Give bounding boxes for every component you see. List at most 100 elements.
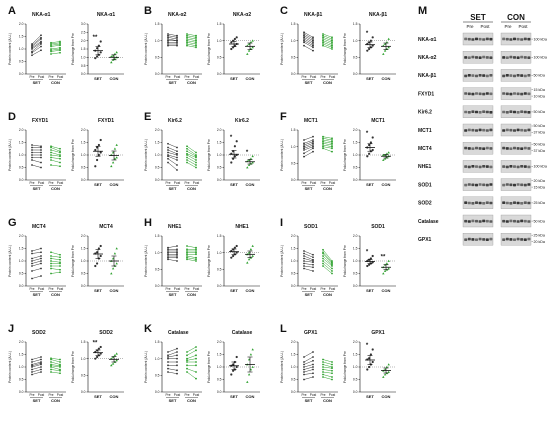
blot-kda-label: 100 kDa: [534, 37, 547, 41]
set-pre-point: [303, 378, 305, 381]
set-pre-point: [31, 43, 33, 45]
con-fold-point: [251, 365, 254, 368]
blot-band: [464, 201, 468, 204]
con-pair-line: [322, 258, 333, 267]
protein-y-tick-label: 1.5: [155, 22, 160, 26]
set-pair-line: [303, 40, 314, 46]
con-post-point: [59, 253, 61, 256]
fold-y-tick-label: 1.0: [353, 153, 358, 157]
con-pair-line: [50, 371, 61, 374]
set-pair-line: [31, 366, 42, 370]
con-post-point: [59, 261, 61, 264]
protein-y-tick-label: 1.5: [291, 22, 296, 26]
set-pair-line: [303, 253, 314, 258]
con-pre-point: [322, 248, 324, 251]
con-pre-point: [50, 260, 52, 262]
set-post-point: [312, 258, 314, 261]
con-pre-point: [322, 144, 324, 146]
set-fold-point: [96, 251, 99, 254]
set-fold-point: [368, 357, 371, 360]
set-pre-point: [167, 41, 169, 44]
set-category-label: SET: [366, 182, 374, 187]
set-pre-point: [167, 367, 169, 370]
blot-band: [502, 183, 506, 187]
con-post-point: [195, 43, 197, 45]
set-post-point: [40, 149, 42, 151]
set-fold-point: [96, 355, 99, 359]
blot-band: [527, 220, 531, 223]
set-pre-point: [167, 146, 169, 149]
set-fold-point: [371, 136, 374, 139]
blot-band: [513, 37, 516, 41]
fold-y-tick-label: 0.5: [217, 378, 222, 382]
set-pre-point: [31, 361, 33, 363]
protein-y-tick-label: 0.0: [155, 72, 160, 76]
con-pair-line: [186, 35, 197, 38]
set-pair-line: [31, 43, 42, 52]
protein-y-tick-label: 0.5: [291, 378, 296, 382]
fold-y-tick-label: 0.5: [353, 272, 358, 276]
con-pair-line: [322, 369, 333, 371]
fold-y-tick-label: 0.0: [81, 72, 86, 76]
con-pre-point: [50, 368, 52, 371]
set-post-point: [312, 139, 314, 141]
con-pair-line: [322, 371, 333, 374]
set-pre-point: [303, 39, 305, 42]
set-pair-line: [31, 275, 42, 279]
con-pair-line: [186, 355, 197, 359]
set-pair-line: [303, 369, 314, 373]
fold-plot-title: Kir6.2: [235, 118, 249, 124]
blot-row: Catalase 50 kDa: [418, 214, 545, 228]
blot-band: [523, 74, 527, 78]
con-pair-line: [322, 141, 333, 144]
blot-band: [478, 74, 482, 77]
set-pre-point: [167, 371, 169, 373]
con-pair-line: [322, 249, 333, 262]
set-post-point: [176, 41, 178, 44]
set-pair-line: [31, 50, 42, 56]
set-pre-point: [31, 373, 33, 376]
panel-letter: F: [280, 111, 287, 123]
con-post-point: [331, 140, 333, 143]
protein-y-tick-label: 2.0: [19, 340, 24, 344]
con-post-point: [195, 156, 197, 159]
con-post-point: [59, 361, 61, 363]
con-pre-point: [50, 164, 52, 166]
protein-y-tick-label: 1.0: [291, 259, 296, 263]
set-post-point: [176, 364, 178, 367]
set-fold-point: [232, 369, 235, 372]
set-pre-point: [31, 368, 33, 371]
set-post-point: [176, 260, 178, 262]
set-fold-point: [99, 138, 102, 142]
set-fold-point: [368, 47, 371, 51]
blot-band: [509, 128, 513, 132]
set-pre-point: [31, 154, 33, 156]
set-pair-line: [167, 33, 178, 36]
con-pair-line: [50, 365, 61, 368]
protein-y-tick-label: 0.0: [291, 284, 296, 288]
set-category-label: SET: [94, 288, 102, 293]
con-group-label: CON: [51, 186, 60, 191]
blot-band: [485, 129, 489, 132]
con-pair-line: [50, 358, 61, 360]
con-pre-point: [186, 147, 188, 150]
fold-y-tick-label: 1.0: [81, 259, 86, 263]
con-post-point: [59, 41, 61, 44]
set-pre-point: [31, 50, 33, 53]
con-pre-point: [50, 146, 52, 149]
post-tick-label: Post: [174, 287, 180, 291]
set-post-point: [176, 152, 178, 155]
set-category-label: SET: [366, 394, 374, 399]
blot-band: [482, 165, 486, 168]
con-post-point: [59, 271, 61, 274]
fold-y-tick-label: 1.5: [353, 247, 358, 251]
con-pre-point: [322, 140, 324, 143]
set-pre-point: [167, 38, 169, 40]
con-post-point: [59, 364, 61, 367]
con-pre-point: [186, 156, 188, 159]
con-pair-line: [50, 369, 61, 371]
blot-band: [516, 183, 520, 186]
set-pre-point: [31, 265, 33, 267]
blot-band: [520, 219, 524, 223]
con-post-point: [331, 363, 333, 366]
